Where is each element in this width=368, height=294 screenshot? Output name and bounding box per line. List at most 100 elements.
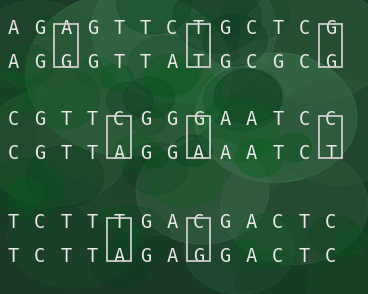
Circle shape — [37, 29, 294, 235]
Circle shape — [203, 15, 267, 66]
Circle shape — [238, 213, 307, 268]
Circle shape — [0, 88, 129, 206]
Text: C: C — [246, 19, 257, 38]
Text: C: C — [299, 53, 310, 72]
Circle shape — [187, 14, 217, 39]
Text: T: T — [87, 213, 98, 232]
Text: G: G — [219, 53, 230, 72]
Circle shape — [146, 64, 222, 124]
Circle shape — [148, 148, 222, 207]
Text: A: A — [166, 247, 177, 266]
Circle shape — [173, 135, 212, 166]
Circle shape — [224, 240, 261, 270]
Text: T: T — [87, 110, 98, 129]
Text: A: A — [219, 144, 230, 163]
Circle shape — [100, 64, 133, 90]
Text: C: C — [7, 144, 18, 163]
Text: A: A — [166, 53, 177, 72]
Text: C: C — [193, 213, 204, 232]
Text: G: G — [34, 19, 45, 38]
Text: T: T — [7, 247, 18, 266]
Text: T: T — [7, 213, 18, 232]
Circle shape — [99, 205, 127, 228]
Circle shape — [276, 133, 312, 162]
Text: G: G — [140, 247, 151, 266]
Circle shape — [236, 253, 308, 294]
Text: T: T — [193, 19, 204, 38]
Text: G: G — [60, 53, 71, 72]
Text: C: C — [34, 247, 45, 266]
Text: G: G — [87, 19, 98, 38]
Text: T: T — [299, 213, 310, 232]
Text: T: T — [60, 213, 71, 232]
Text: T: T — [299, 247, 310, 266]
Text: C: C — [34, 213, 45, 232]
Text: A: A — [113, 247, 124, 266]
Circle shape — [0, 71, 34, 115]
Text: T: T — [140, 19, 151, 38]
Text: G: G — [325, 53, 336, 72]
Text: A: A — [7, 19, 18, 38]
Text: G: G — [219, 213, 230, 232]
Text: A: A — [166, 213, 177, 232]
Text: G: G — [140, 144, 151, 163]
Text: G: G — [325, 19, 336, 38]
Text: C: C — [246, 53, 257, 72]
Circle shape — [92, 0, 276, 103]
Text: T: T — [193, 53, 204, 72]
Circle shape — [173, 0, 261, 53]
Text: C: C — [325, 247, 336, 266]
Text: A: A — [60, 19, 71, 38]
Circle shape — [91, 241, 151, 289]
Circle shape — [0, 0, 92, 88]
Text: T: T — [60, 247, 71, 266]
Text: A: A — [219, 110, 230, 129]
Text: C: C — [113, 110, 124, 129]
Text: G: G — [193, 247, 204, 266]
Circle shape — [223, 0, 290, 40]
Text: A: A — [7, 53, 18, 72]
Text: G: G — [272, 53, 283, 72]
Text: C: C — [166, 19, 177, 38]
Circle shape — [195, 53, 357, 182]
Text: T: T — [60, 144, 71, 163]
Circle shape — [272, 79, 368, 185]
Circle shape — [114, 135, 160, 172]
Circle shape — [127, 36, 202, 96]
Circle shape — [305, 250, 368, 294]
Circle shape — [77, 58, 116, 89]
Text: A: A — [246, 110, 257, 129]
Text: T: T — [60, 110, 71, 129]
Circle shape — [24, 68, 100, 129]
Circle shape — [143, 54, 198, 98]
Circle shape — [204, 69, 282, 131]
Circle shape — [7, 182, 140, 288]
Text: A: A — [113, 144, 124, 163]
Text: G: G — [34, 110, 45, 129]
Text: A: A — [193, 144, 204, 163]
Text: T: T — [113, 19, 124, 38]
Circle shape — [123, 143, 187, 194]
Circle shape — [221, 147, 368, 265]
Text: C: C — [7, 110, 18, 129]
Circle shape — [88, 206, 170, 272]
Text: T: T — [113, 53, 124, 72]
Text: C: C — [299, 19, 310, 38]
Text: G: G — [140, 213, 151, 232]
Text: T: T — [87, 247, 98, 266]
Circle shape — [26, 146, 104, 208]
Circle shape — [136, 138, 269, 244]
Text: G: G — [34, 53, 45, 72]
Circle shape — [337, 229, 368, 254]
Text: G: G — [219, 19, 230, 38]
Text: G: G — [193, 110, 204, 129]
Circle shape — [32, 17, 56, 36]
Circle shape — [124, 77, 175, 118]
Text: T: T — [325, 144, 336, 163]
Circle shape — [309, 216, 360, 256]
Circle shape — [3, 44, 54, 85]
Text: C: C — [272, 213, 283, 232]
Text: G: G — [87, 53, 98, 72]
Text: T: T — [113, 213, 124, 232]
Circle shape — [199, 98, 279, 162]
